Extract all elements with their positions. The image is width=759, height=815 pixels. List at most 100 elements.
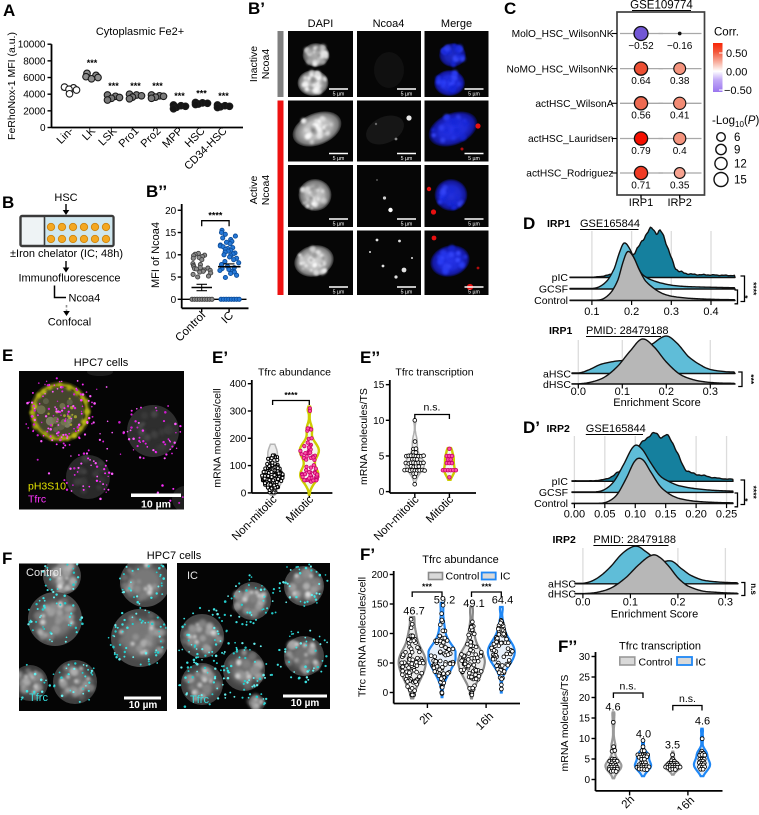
svg-text:IC: IC bbox=[500, 571, 511, 583]
svg-text:DAPI: DAPI bbox=[308, 18, 334, 30]
svg-text:10 µm: 10 µm bbox=[141, 499, 171, 511]
svg-text:0: 0 bbox=[40, 123, 46, 134]
svg-text:Control: Control bbox=[639, 657, 673, 669]
svg-text:dHSC: dHSC bbox=[548, 589, 576, 601]
svg-text:PMID: 28479188: PMID: 28479188 bbox=[593, 534, 676, 546]
svg-text:100: 100 bbox=[230, 461, 247, 472]
svg-text:*: * bbox=[740, 498, 750, 502]
svg-text:10: 10 bbox=[579, 734, 591, 745]
svg-text:PMID: 28479188: PMID: 28479188 bbox=[586, 325, 669, 337]
svg-text:GCSF: GCSF bbox=[539, 284, 568, 296]
svg-text:E’’: E’’ bbox=[360, 348, 380, 367]
svg-text:n.s: n.s bbox=[749, 583, 758, 595]
svg-text:IC: IC bbox=[696, 657, 707, 669]
svg-text:A: A bbox=[3, 1, 15, 20]
svg-text:300: 300 bbox=[230, 407, 247, 418]
svg-text:0.64: 0.64 bbox=[631, 76, 651, 87]
svg-text:pH3S10: pH3S10 bbox=[28, 481, 66, 493]
svg-text:5 µm: 5 µm bbox=[333, 92, 345, 98]
svg-text:****: **** bbox=[208, 211, 223, 221]
svg-text:pIC: pIC bbox=[552, 476, 569, 488]
svg-text:*: * bbox=[740, 295, 750, 299]
svg-text:GSE165844: GSE165844 bbox=[586, 423, 646, 435]
svg-text:20: 20 bbox=[579, 693, 591, 704]
svg-text:mRNA molecules/TS: mRNA molecules/TS bbox=[358, 388, 370, 485]
svg-text:0.25: 0.25 bbox=[716, 509, 737, 521]
svg-text:30: 30 bbox=[579, 652, 591, 663]
svg-text:Tfrc: Tfrc bbox=[28, 494, 46, 506]
svg-text:***: *** bbox=[422, 582, 433, 592]
svg-text:0.0: 0.0 bbox=[571, 386, 586, 398]
svg-text:5 µm: 5 µm bbox=[333, 156, 345, 162]
svg-text:***: *** bbox=[218, 91, 229, 101]
svg-text:20: 20 bbox=[165, 206, 177, 217]
svg-text:0.41: 0.41 bbox=[670, 111, 690, 122]
svg-text:Tfrc transcription: Tfrc transcription bbox=[395, 367, 473, 379]
svg-text:0.1: 0.1 bbox=[615, 386, 630, 398]
svg-text:59.2: 59.2 bbox=[434, 595, 455, 607]
svg-text:0.35: 0.35 bbox=[670, 180, 690, 191]
svg-text:0.3: 0.3 bbox=[703, 386, 718, 398]
svg-text:F’’: F’’ bbox=[558, 637, 577, 656]
svg-text:-Log10(P): -Log10(P) bbox=[712, 115, 759, 129]
svg-text:0.15: 0.15 bbox=[655, 509, 676, 521]
svg-text:Control: Control bbox=[26, 567, 61, 579]
svg-text:actHSC_Lauridsen: actHSC_Lauridsen bbox=[528, 134, 614, 145]
svg-text:Tfrc abundance: Tfrc abundance bbox=[258, 367, 331, 379]
svg-text:D’: D’ bbox=[523, 418, 540, 437]
svg-text:10 µm: 10 µm bbox=[291, 698, 320, 709]
svg-text:Enrichment Score: Enrichment Score bbox=[613, 397, 700, 409]
svg-text:15: 15 bbox=[165, 228, 177, 239]
svg-text:HSC: HSC bbox=[54, 192, 77, 204]
svg-text:−0.52: −0.52 bbox=[628, 41, 654, 52]
svg-text:4.6: 4.6 bbox=[605, 702, 620, 714]
svg-text:0.71: 0.71 bbox=[631, 180, 651, 191]
svg-text:****: **** bbox=[749, 282, 759, 296]
svg-text:5 µm: 5 µm bbox=[333, 290, 345, 296]
svg-text:5: 5 bbox=[171, 273, 177, 284]
svg-text:***: *** bbox=[196, 89, 207, 99]
svg-text:0.2: 0.2 bbox=[624, 306, 639, 318]
svg-text:0.3: 0.3 bbox=[664, 306, 679, 318]
svg-text:Ncoa4: Ncoa4 bbox=[69, 293, 101, 305]
svg-text:B’’: B’’ bbox=[146, 182, 167, 201]
svg-text:mRNA molecules/TS: mRNA molecules/TS bbox=[559, 675, 571, 772]
svg-text:IRP1: IRP1 bbox=[549, 325, 573, 337]
svg-text:NoMO_HSC_WilsonNK: NoMO_HSC_WilsonNK bbox=[507, 64, 614, 75]
svg-text:***: *** bbox=[174, 91, 185, 101]
svg-text:46.7: 46.7 bbox=[403, 606, 424, 618]
svg-text:200: 200 bbox=[230, 434, 247, 445]
svg-text:Active: Active bbox=[248, 176, 260, 205]
svg-text:15: 15 bbox=[579, 714, 591, 725]
svg-text:IRP2: IRP2 bbox=[553, 534, 577, 546]
svg-text:0: 0 bbox=[241, 488, 247, 499]
svg-text:0.00: 0.00 bbox=[564, 509, 585, 521]
svg-text:IRP2: IRP2 bbox=[547, 423, 571, 435]
svg-text:IC: IC bbox=[187, 570, 198, 582]
svg-text:49.1: 49.1 bbox=[463, 598, 484, 610]
svg-text:0.10: 0.10 bbox=[625, 509, 646, 521]
svg-text:mRNA molecules/cell: mRNA molecules/cell bbox=[212, 388, 224, 487]
svg-text:10000: 10000 bbox=[18, 40, 46, 51]
svg-text:B: B bbox=[2, 193, 14, 212]
svg-text:Confocal: Confocal bbox=[48, 317, 91, 329]
svg-text:IRP1: IRP1 bbox=[547, 218, 571, 230]
svg-text:0.56: 0.56 bbox=[631, 111, 651, 122]
svg-text:5 µm: 5 µm bbox=[401, 290, 413, 296]
svg-text:HPC7 cells: HPC7 cells bbox=[74, 357, 129, 369]
svg-text:0.1: 0.1 bbox=[623, 597, 638, 609]
svg-text:5 µm: 5 µm bbox=[401, 222, 413, 228]
svg-text:5 µm: 5 µm bbox=[401, 92, 413, 98]
svg-text:C: C bbox=[504, 0, 516, 18]
svg-text:FeRhoNox-1 MFI (a.u.): FeRhoNox-1 MFI (a.u.) bbox=[6, 32, 18, 140]
svg-text:12: 12 bbox=[734, 159, 747, 171]
svg-text:****: **** bbox=[749, 486, 759, 500]
svg-text:***: *** bbox=[152, 81, 163, 91]
svg-text:aHSC: aHSC bbox=[543, 369, 571, 381]
svg-text:±Iron chelator (IC; 48h): ±Iron chelator (IC; 48h) bbox=[10, 248, 123, 260]
svg-text:pIC: pIC bbox=[552, 272, 569, 284]
svg-text:10 µm: 10 µm bbox=[129, 700, 158, 711]
svg-text:5 µm: 5 µm bbox=[468, 92, 480, 98]
svg-text:0.4: 0.4 bbox=[703, 306, 718, 318]
svg-text:aHSC: aHSC bbox=[548, 579, 576, 591]
